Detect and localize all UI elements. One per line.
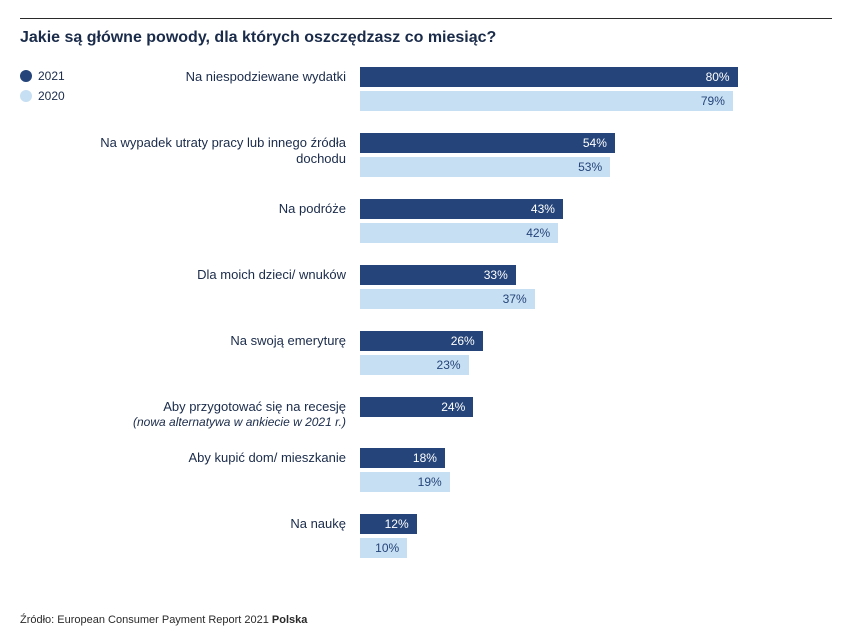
top-rule	[20, 18, 832, 19]
chart-row: Na wypadek utraty pracy lub innego źródł…	[100, 133, 832, 181]
bar: 43%	[360, 199, 563, 219]
legend-label: 2020	[38, 89, 65, 103]
bar-value: 19%	[418, 475, 442, 489]
bar: 80%	[360, 67, 738, 87]
bar-value: 54%	[583, 136, 607, 150]
bar: 54%	[360, 133, 615, 153]
bar-group: 54% 53%	[360, 133, 832, 181]
bar-value: 33%	[484, 268, 508, 282]
bar-value: 42%	[526, 226, 550, 240]
bar-value: 37%	[503, 292, 527, 306]
bar: 12%	[360, 514, 417, 534]
bar-group: 24%	[360, 397, 832, 430]
category-label-sub: (nowa alternatywa w ankiecie w 2021 r.)	[100, 415, 346, 430]
bar-group: 33% 37%	[360, 265, 832, 313]
category-label-text: Aby kupić dom/ mieszkanie	[100, 450, 346, 466]
bar-value: 80%	[706, 70, 730, 84]
bar: 24%	[360, 397, 473, 417]
bar-value: 24%	[441, 400, 465, 414]
category-label-text: Aby przygotować się na recesję	[100, 399, 346, 415]
category-label-text: Na wypadek utraty pracy lub innego źródł…	[100, 135, 346, 168]
chart-row: Na swoją emeryturę 26% 23%	[100, 331, 832, 379]
chart-title: Jakie są główne powody, dla których oszc…	[20, 29, 832, 47]
category-label: Na wypadek utraty pracy lub innego źródł…	[100, 133, 360, 181]
legend-item: 2020	[20, 89, 100, 103]
chart-row: Aby przygotować się na recesję(nowa alte…	[100, 397, 832, 430]
source-bold: Polska	[272, 614, 307, 626]
chart-plot: Na niespodziewane wydatki 80% 79% Na wypade…	[100, 67, 832, 580]
category-label-text: Na podróże	[100, 201, 346, 217]
category-label: Na niespodziewane wydatki	[100, 67, 360, 115]
chart-row: Aby kupić dom/ mieszkanie 18% 19%	[100, 448, 832, 496]
chart-row: Na naukę 12% 10%	[100, 514, 832, 562]
category-label-text: Dla moich dzieci/ wnuków	[100, 267, 346, 283]
bar-value: 10%	[375, 541, 399, 555]
chart-container: 2021 2020 Na niespodziewane wydatki 80% 79%…	[20, 67, 832, 580]
chart-row: Na niespodziewane wydatki 80% 79%	[100, 67, 832, 115]
bar: 19%	[360, 472, 450, 492]
bar: 79%	[360, 91, 733, 111]
source-text: Źródło: European Consumer Payment Report…	[20, 614, 272, 626]
legend-swatch-icon	[20, 70, 32, 82]
category-label-text: Na niespodziewane wydatki	[100, 69, 346, 85]
bar: 33%	[360, 265, 516, 285]
bar: 53%	[360, 157, 610, 177]
bar: 42%	[360, 223, 558, 243]
legend-item: 2021	[20, 69, 100, 83]
bar: 37%	[360, 289, 535, 309]
bar-group: 18% 19%	[360, 448, 832, 496]
bar-group: 26% 23%	[360, 331, 832, 379]
chart-row: Na podróże 43% 42%	[100, 199, 832, 247]
legend: 2021 2020	[20, 67, 100, 580]
category-label: Aby przygotować się na recesję(nowa alte…	[100, 397, 360, 430]
bar-group: 43% 42%	[360, 199, 832, 247]
category-label-text: Na naukę	[100, 516, 346, 532]
legend-label: 2021	[38, 69, 65, 83]
bar-value: 53%	[578, 160, 602, 174]
category-label: Na naukę	[100, 514, 360, 562]
bar-value: 18%	[413, 451, 437, 465]
category-label: Na podróże	[100, 199, 360, 247]
bar-value: 23%	[437, 358, 461, 372]
bar-value: 43%	[531, 202, 555, 216]
category-label: Dla moich dzieci/ wnuków	[100, 265, 360, 313]
bar: 23%	[360, 355, 469, 375]
bar-group: 80% 79%	[360, 67, 832, 115]
source-citation: Źródło: European Consumer Payment Report…	[20, 614, 307, 626]
bar-group: 12% 10%	[360, 514, 832, 562]
bar: 26%	[360, 331, 483, 351]
bar: 10%	[360, 538, 407, 558]
bar-value: 79%	[701, 94, 725, 108]
category-label: Na swoją emeryturę	[100, 331, 360, 379]
legend-swatch-icon	[20, 90, 32, 102]
bar-value: 26%	[451, 334, 475, 348]
bar: 18%	[360, 448, 445, 468]
category-label: Aby kupić dom/ mieszkanie	[100, 448, 360, 496]
bar-value: 12%	[385, 517, 409, 531]
chart-row: Dla moich dzieci/ wnuków 33% 37%	[100, 265, 832, 313]
category-label-text: Na swoją emeryturę	[100, 333, 346, 349]
